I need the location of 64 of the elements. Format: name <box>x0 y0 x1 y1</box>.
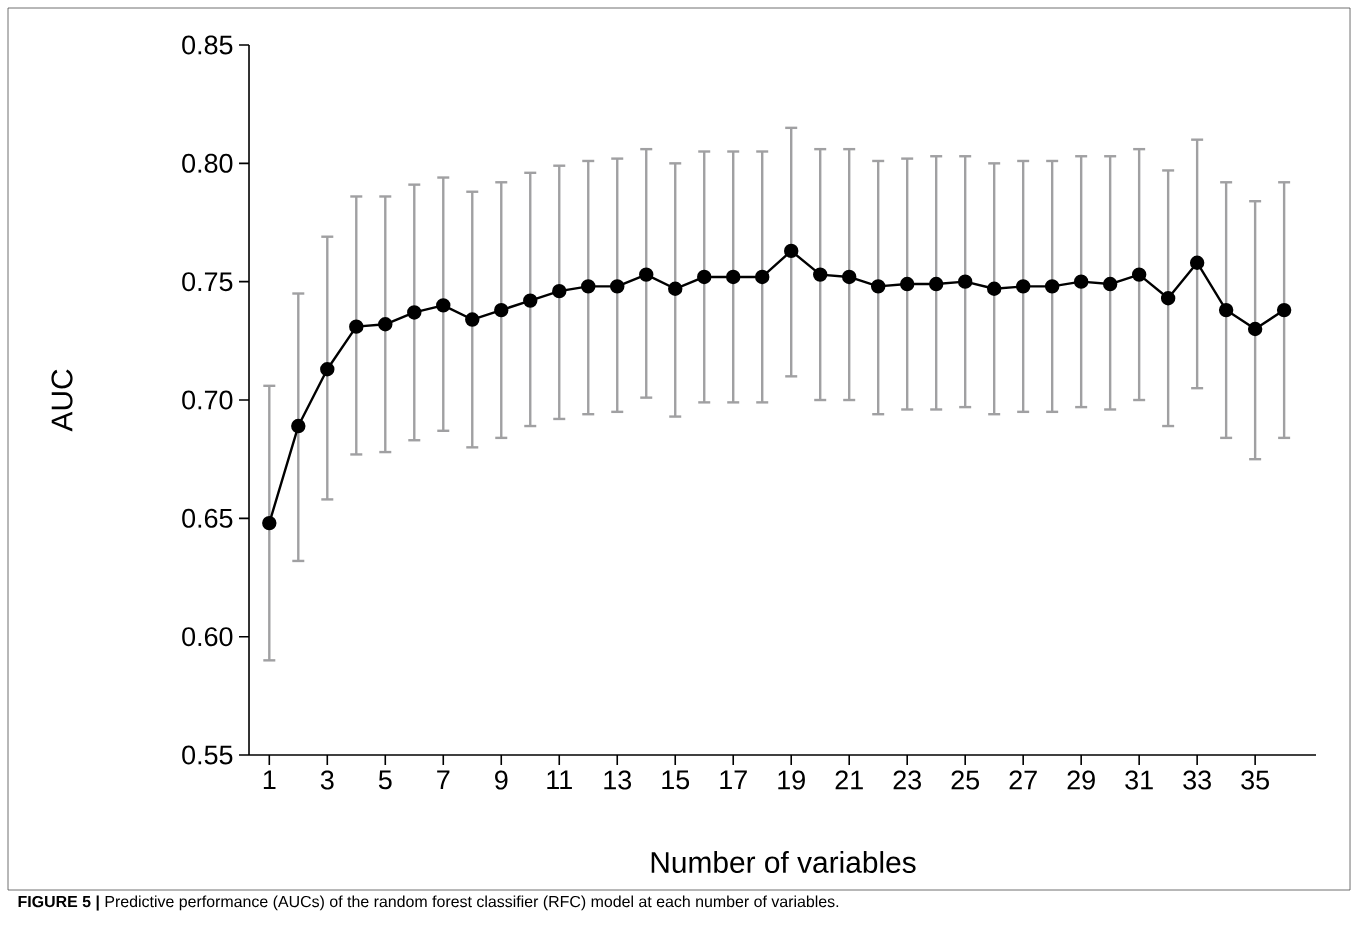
y-tick-label: 0.55 <box>182 745 233 765</box>
y-tick-label: 0.80 <box>182 153 233 173</box>
y-tick-label: 0.60 <box>182 627 233 647</box>
point <box>523 293 538 308</box>
x-tick-label: 11 <box>547 770 572 790</box>
point <box>842 269 857 285</box>
x-tick-label: 23 <box>893 770 921 790</box>
point <box>349 319 364 334</box>
point <box>494 302 509 318</box>
x-tick-label: 5 <box>378 770 392 790</box>
x-tick-label: 3 <box>320 770 334 790</box>
point <box>1102 276 1118 292</box>
y-tick-label: 0.65 <box>182 508 233 528</box>
y-tick-label: 0.75 <box>182 272 233 292</box>
point <box>378 317 393 332</box>
point <box>1189 255 1205 270</box>
point <box>1247 321 1263 337</box>
point <box>552 283 567 299</box>
point <box>581 279 596 294</box>
y-tick-label: 0.70 <box>182 390 233 410</box>
point <box>755 269 770 285</box>
point <box>928 276 944 292</box>
x-axis-title: Number of variables <box>651 851 916 873</box>
point <box>697 269 712 285</box>
point <box>1073 274 1089 289</box>
x-tick-label: 31 <box>1125 770 1153 790</box>
point <box>436 298 451 313</box>
point <box>871 279 886 294</box>
point <box>1276 302 1292 318</box>
text: FIGURE 5 | Predictive performance (AUCs) of the random forest classifier (RFC) model at each number of variables. <box>18 895 839 911</box>
x-tick-label: 15 <box>662 770 690 790</box>
point <box>900 276 915 292</box>
point <box>1160 291 1176 306</box>
point <box>957 274 973 289</box>
point <box>813 267 828 282</box>
x-tick-label: 35 <box>1241 770 1269 790</box>
point <box>320 362 335 377</box>
x-tick-label: 19 <box>778 770 805 790</box>
point <box>1131 267 1147 282</box>
x-tick-label: 17 <box>720 770 747 790</box>
point <box>784 243 799 259</box>
x-tick-label: 9 <box>495 770 508 790</box>
x-tick-label: 1 <box>263 770 276 790</box>
point <box>610 279 625 294</box>
point <box>407 305 422 320</box>
point <box>639 267 654 282</box>
x-tick-label: 27 <box>1009 770 1037 790</box>
x-tick-label: 29 <box>1067 770 1095 790</box>
y-axis-title: AUC <box>51 369 73 432</box>
x-tick-label: 25 <box>951 770 980 790</box>
point <box>1015 279 1031 294</box>
y-tick-label: 0.85 <box>182 35 233 55</box>
point <box>668 281 683 296</box>
point <box>291 418 306 434</box>
point <box>726 269 741 285</box>
x-tick-label: 7 <box>437 770 450 790</box>
x-tick-label: 21 <box>835 770 863 790</box>
x-tick-label: 13 <box>604 770 632 790</box>
point <box>465 312 480 327</box>
point <box>986 281 1002 296</box>
x-tick-label: 33 <box>1183 770 1211 790</box>
point <box>1218 302 1234 318</box>
point <box>1044 279 1060 294</box>
point <box>262 515 277 531</box>
